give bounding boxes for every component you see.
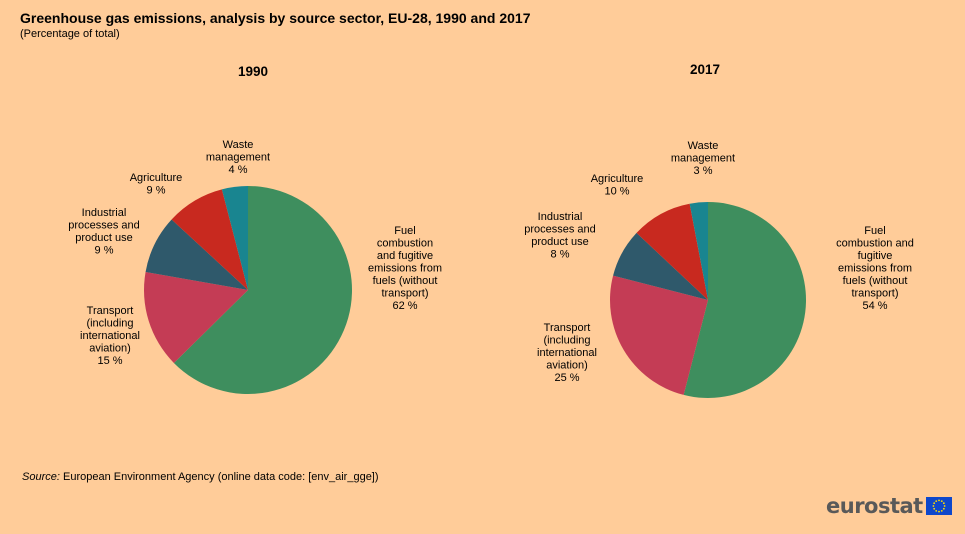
source-text: European Environment Agency (online data… <box>62 471 379 483</box>
slice-label-industrial-2017: Industrial processes and product use 8 % <box>524 211 596 261</box>
slice-label-industrial-1990: Industrial processes and product use 9 % <box>68 207 140 257</box>
pie-slice-transport-2017 <box>610 275 708 395</box>
eurostat-logo-text: eurostat <box>826 494 923 518</box>
slice-label-waste-1990: Waste management 4 % <box>206 139 270 176</box>
pie-slice-waste-1990 <box>221 186 248 290</box>
pie-slice-waste-2017 <box>689 202 708 300</box>
source-note: Source: European Environment Agency (onl… <box>22 471 379 483</box>
pie-slice-agriculture-2017 <box>636 203 708 300</box>
eurostat-logo: eurostat <box>826 494 952 518</box>
pie-chart-2017: 2017 Fuel combustion and fugitive emissions … <box>524 62 914 398</box>
pie-slice-industrial-1990 <box>145 219 248 290</box>
slice-label-fuel-1990: Fuel combustion and fugitive emissions from… <box>368 225 442 312</box>
chart-figure-title: Greenhouse gas emissions, analysis by so… <box>20 10 531 26</box>
pie-title-2017: 2017 <box>690 62 720 77</box>
source-label: Source: <box>22 471 60 483</box>
slice-label-agriculture-1990: Agriculture 9 % <box>130 172 183 197</box>
pie-chart-1990: 1990 Fuel combustion and fugitive emissions … <box>68 64 442 394</box>
pie-slice-industrial-2017 <box>613 232 708 300</box>
pie-slice-transport-1990 <box>144 271 248 363</box>
slice-label-agriculture-2017: Agriculture 10 % <box>591 173 644 198</box>
pie-slice-agriculture-1990 <box>171 189 248 290</box>
slice-label-transport-2017: Transport (including international aviation… <box>537 322 597 384</box>
slice-label-waste-2017: Waste management 3 % <box>671 140 735 177</box>
chart-figure-subtitle: (Percentage of total) <box>20 28 120 40</box>
eu-flag-icon <box>925 497 952 515</box>
pie-slice-fuel-1990 <box>173 186 353 394</box>
slice-label-transport-1990: Transport (including international aviation… <box>80 305 140 367</box>
pie-title-1990: 1990 <box>238 64 268 79</box>
slice-label-fuel-2017: Fuel combustion and fugitive emissions from… <box>836 225 914 312</box>
pie-slice-fuel-2017 <box>683 202 807 398</box>
